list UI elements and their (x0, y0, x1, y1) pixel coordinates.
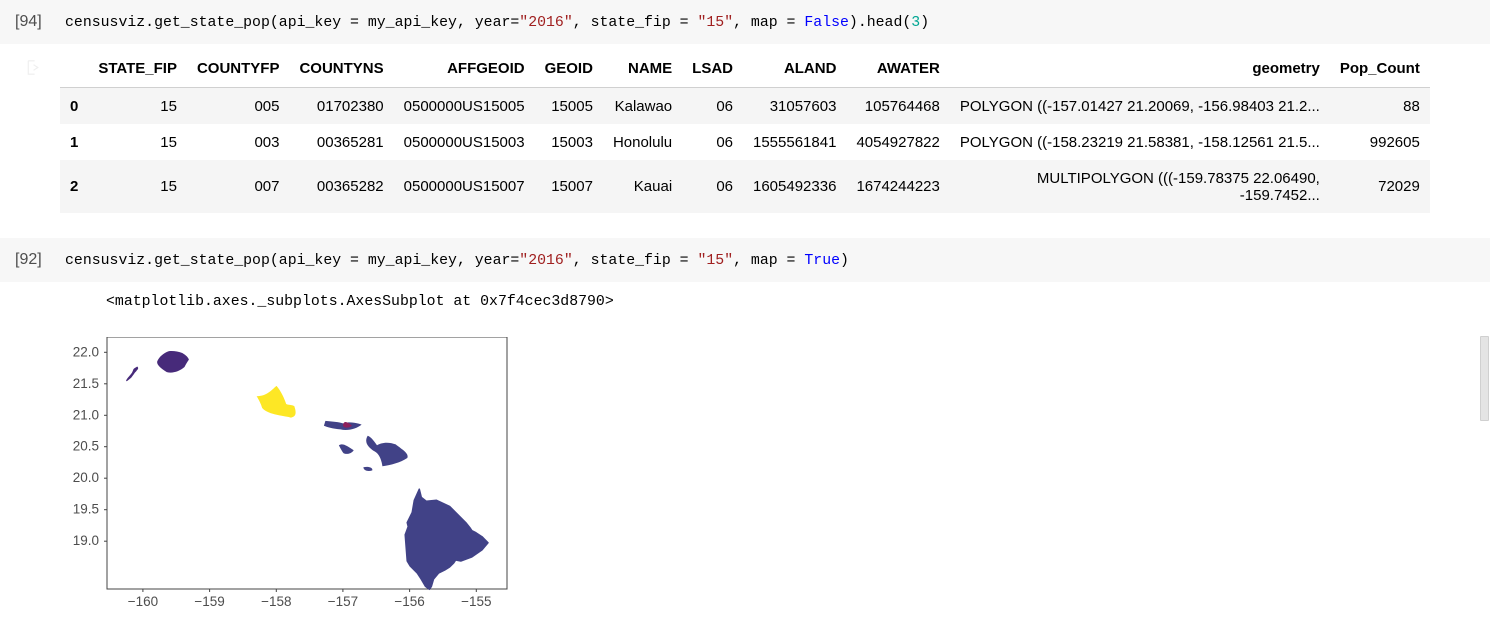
svg-text:−157: −157 (328, 594, 358, 609)
svg-text:19.0: 19.0 (73, 533, 99, 548)
svg-text:21.0: 21.0 (73, 407, 99, 422)
svg-text:21.5: 21.5 (73, 376, 99, 391)
svg-text:22.0: 22.0 (73, 344, 99, 359)
svg-text:−159: −159 (194, 594, 224, 609)
svg-text:−156: −156 (394, 594, 424, 609)
svg-text:−160: −160 (128, 594, 158, 609)
svg-text:20.0: 20.0 (73, 470, 99, 485)
svg-text:19.5: 19.5 (73, 502, 99, 517)
svg-text:20.5: 20.5 (73, 439, 99, 454)
svg-text:−158: −158 (261, 594, 291, 609)
svg-text:−155: −155 (461, 594, 491, 609)
